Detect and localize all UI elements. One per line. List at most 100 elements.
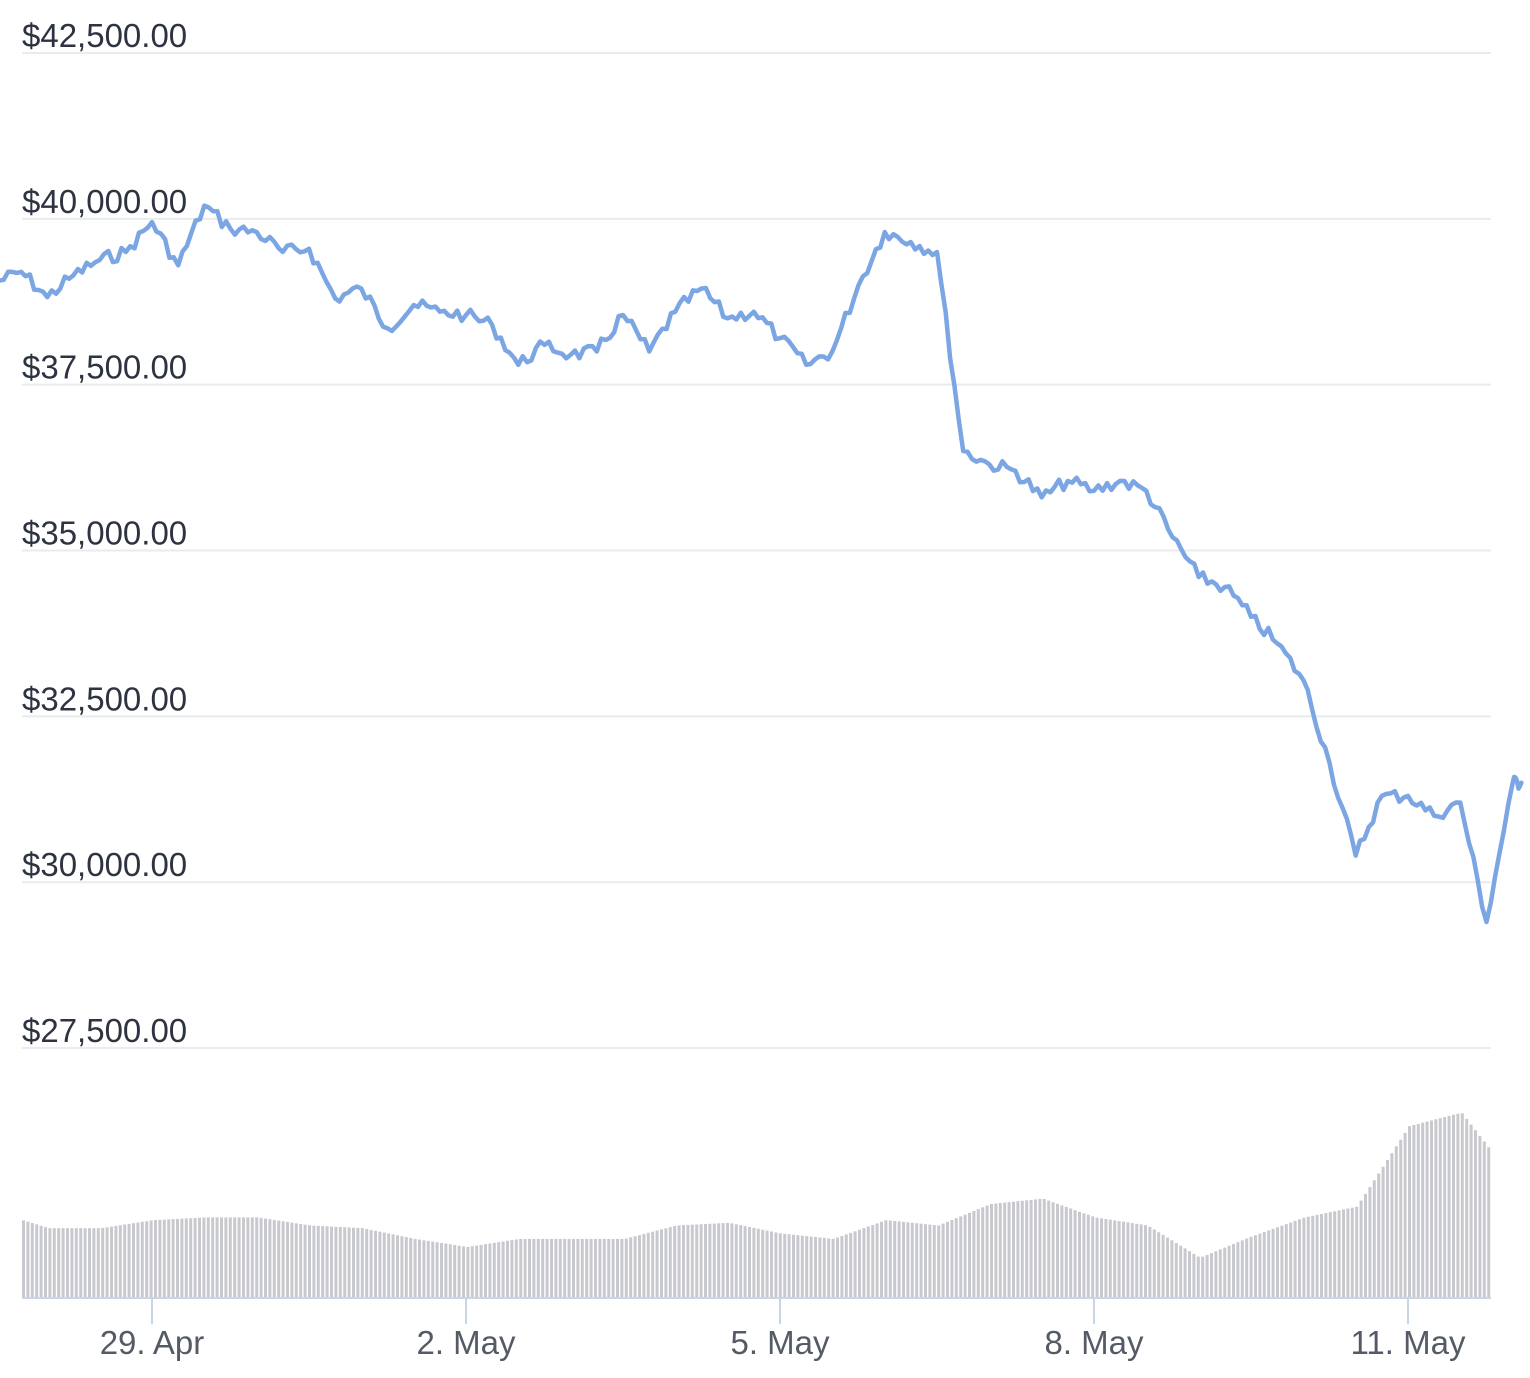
volume-bar [268, 1219, 272, 1298]
volume-bar [1240, 1240, 1244, 1298]
volume-bar [998, 1203, 1002, 1298]
volume-bar [1003, 1202, 1007, 1298]
volume-bar [642, 1233, 646, 1298]
volume-bar [792, 1234, 795, 1298]
volume-bar [831, 1238, 835, 1298]
volume-bar [242, 1217, 245, 1298]
volume-bar [1232, 1244, 1235, 1298]
volume-bar [171, 1219, 175, 1298]
volume-bar [1421, 1122, 1425, 1298]
volume-bar [453, 1245, 457, 1298]
y-axis-ticks: $42,500.00 $40,000.00 $37,500.00 $35,000.00… [22, 17, 187, 1049]
volume-bar [92, 1228, 96, 1298]
volume-bar [726, 1222, 729, 1298]
volume-bar [79, 1228, 83, 1298]
volume-bar [1042, 1199, 1046, 1298]
volume-bar [712, 1223, 716, 1298]
volume-bar [470, 1246, 474, 1298]
volume-bar [1381, 1166, 1385, 1298]
volume-bar [294, 1223, 298, 1298]
volume-bar [501, 1241, 505, 1298]
volume-bar [673, 1226, 677, 1298]
volume-bar [545, 1238, 549, 1298]
volume-bar [902, 1221, 905, 1298]
volume-bar [1447, 1116, 1451, 1298]
volume-bar [176, 1218, 179, 1298]
volume-bar [778, 1233, 782, 1298]
volume-bar [1328, 1212, 1332, 1298]
volume-bar [497, 1242, 501, 1298]
volume-bar [369, 1229, 373, 1298]
volume-bar [1342, 1209, 1345, 1298]
volume-bar [968, 1212, 971, 1298]
volume-bar [396, 1235, 399, 1298]
volume-bar [1390, 1153, 1394, 1298]
volume-bar [198, 1217, 201, 1298]
volume-bar [44, 1227, 47, 1298]
volume-bar [1135, 1223, 1139, 1298]
volume-bar [704, 1224, 707, 1298]
volume-bar [1007, 1202, 1011, 1298]
volume-bar [717, 1223, 721, 1298]
volume-bar [950, 1220, 954, 1298]
volume-bar [35, 1224, 39, 1298]
volume-bar [246, 1217, 250, 1298]
volume-bar [1148, 1226, 1152, 1298]
volume-bar [1280, 1225, 1284, 1298]
volume-bar [466, 1246, 470, 1298]
volume-bar [594, 1238, 597, 1298]
volume-bar [1029, 1199, 1033, 1298]
volume-bar [1091, 1216, 1095, 1298]
y-tick-label: $42,500.00 [22, 17, 187, 54]
volume-bar [484, 1244, 487, 1298]
volume-bar [994, 1203, 998, 1298]
volume-bar [959, 1216, 963, 1298]
volume-bar [1034, 1199, 1037, 1298]
price-series [0, 203, 1524, 925]
volume-bar [1372, 1180, 1376, 1298]
price-line [0, 203, 1524, 925]
volume-bar [1408, 1126, 1411, 1298]
volume-bar [1359, 1200, 1363, 1298]
volume-bar [616, 1238, 619, 1298]
volume-bar [70, 1228, 74, 1298]
volume-bar [836, 1237, 839, 1298]
x-tick-label: 29. Apr [100, 1324, 205, 1361]
volume-bar [167, 1219, 171, 1298]
volume-bar [325, 1226, 329, 1298]
volume-bar [303, 1224, 307, 1298]
volume-bar [457, 1245, 461, 1298]
volume-bar [972, 1211, 976, 1298]
x-tick-label: 11. May [1351, 1324, 1466, 1361]
volume-bar [1012, 1201, 1015, 1298]
volume-bar [1227, 1245, 1231, 1298]
volume-bar [422, 1240, 426, 1298]
volume-bar [1188, 1251, 1191, 1298]
volume-bar [765, 1230, 769, 1298]
volume-bar [66, 1228, 69, 1298]
volume-bar [932, 1225, 936, 1298]
volume-bar [1452, 1114, 1455, 1298]
volume-bar [290, 1222, 294, 1298]
volume-bar [1337, 1210, 1341, 1298]
volume-bar [149, 1220, 153, 1298]
volume-bar [1117, 1221, 1121, 1298]
volume-bar [853, 1231, 857, 1298]
volume-bar [30, 1223, 34, 1298]
volume-bar [57, 1228, 61, 1298]
volume-bar [413, 1238, 417, 1298]
volume-bar [1368, 1187, 1372, 1298]
volume-bar [822, 1237, 826, 1298]
volume-bar [523, 1238, 527, 1298]
volume-bar [488, 1243, 492, 1298]
volume-bar [1482, 1141, 1486, 1298]
volume-bar [189, 1218, 193, 1298]
volume-bar [558, 1238, 562, 1298]
volume-bar [462, 1246, 465, 1298]
volume-bar [880, 1221, 883, 1298]
volume-bar [805, 1236, 809, 1298]
volume-bar [677, 1225, 681, 1298]
volume-bar [783, 1233, 787, 1298]
volume-bar [1016, 1201, 1020, 1298]
